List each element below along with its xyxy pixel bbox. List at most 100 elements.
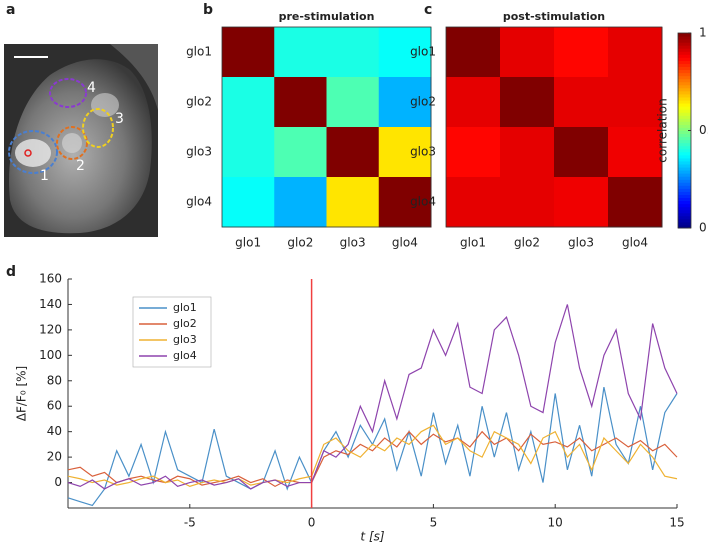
colorbar-step bbox=[678, 66, 691, 71]
heatmap-cell bbox=[446, 27, 501, 78]
colorbar-step bbox=[678, 75, 691, 80]
colorbar-step bbox=[678, 109, 691, 113]
y-tick-label: 160 bbox=[39, 272, 62, 286]
y-tick-label: 140 bbox=[39, 297, 62, 311]
heatmap-cell bbox=[608, 27, 663, 78]
colorbar-step bbox=[678, 206, 691, 211]
legend-label: glo3 bbox=[173, 333, 197, 346]
colorbar-step bbox=[678, 127, 691, 131]
colorbar-step bbox=[678, 188, 691, 192]
panel-label: d bbox=[6, 264, 16, 280]
colorbar-step bbox=[678, 130, 691, 135]
x-tick-label: glo2 bbox=[514, 236, 540, 250]
colorbar-step bbox=[678, 87, 691, 92]
colorbar-step bbox=[678, 33, 691, 37]
heatmap-cell bbox=[500, 27, 555, 78]
y-tick-label: 100 bbox=[39, 348, 62, 362]
y-tick-label: 120 bbox=[39, 322, 62, 336]
heatmap-cell bbox=[378, 127, 432, 178]
heatmap-title: post-stimulation bbox=[503, 10, 605, 23]
series-line bbox=[67, 304, 678, 490]
roi-label: 3 bbox=[115, 111, 124, 127]
heatmap-frame bbox=[221, 26, 432, 228]
colorbar-step bbox=[678, 57, 691, 61]
y-tick-label: glo1 bbox=[186, 45, 212, 59]
panel-label: b bbox=[203, 2, 213, 18]
colorbar-step bbox=[678, 164, 691, 168]
heatmap-cell bbox=[554, 77, 609, 128]
y-tick-label: glo4 bbox=[410, 195, 436, 209]
x-tick-label: glo1 bbox=[460, 236, 486, 250]
roi-label: 4 bbox=[87, 80, 96, 96]
heatmap-cell bbox=[222, 77, 275, 128]
heatmap-cell bbox=[222, 177, 275, 228]
colorbar-step bbox=[678, 112, 691, 116]
y-tick-label: 0 bbox=[54, 475, 62, 489]
colorbar-step bbox=[678, 45, 691, 49]
colorbar-step bbox=[678, 173, 691, 177]
y-tick-label: glo2 bbox=[410, 95, 436, 109]
colorbar-step bbox=[678, 84, 691, 89]
x-tick-label: glo4 bbox=[392, 236, 418, 250]
colorbar-step bbox=[678, 142, 691, 147]
roi-label: 2 bbox=[76, 158, 85, 174]
y-tick-label: glo3 bbox=[410, 145, 436, 159]
x-tick-label: 15 bbox=[669, 516, 684, 530]
x-tick-label: 10 bbox=[548, 516, 563, 530]
colorbar-step bbox=[678, 72, 691, 77]
colorbar-step bbox=[678, 185, 691, 189]
y-tick-label: glo4 bbox=[186, 195, 212, 209]
heatmap-cell bbox=[446, 177, 501, 228]
series-line bbox=[67, 424, 678, 488]
colorbar-step bbox=[678, 157, 691, 162]
colorbar-step bbox=[678, 42, 691, 46]
colorbar-step bbox=[678, 151, 691, 156]
roi-label: 1 bbox=[40, 168, 49, 184]
colorbar-step bbox=[678, 224, 691, 229]
heatmap-cell bbox=[326, 77, 380, 128]
y-axis-label: ΔF/F₀ [%] bbox=[15, 366, 29, 421]
colorbar-step bbox=[678, 215, 691, 220]
colorbar-step bbox=[678, 63, 691, 68]
legend-label: glo4 bbox=[173, 349, 197, 362]
colorbar-step bbox=[678, 60, 691, 64]
colorbar-step bbox=[678, 191, 691, 195]
colorbar-step bbox=[678, 100, 691, 104]
series-line bbox=[67, 387, 678, 507]
colorbar-step bbox=[678, 221, 691, 226]
colorbar-step bbox=[678, 212, 691, 217]
heatmap-cell bbox=[274, 177, 327, 228]
colorbar-step bbox=[678, 54, 691, 58]
colorbar-step bbox=[678, 179, 691, 183]
x-tick-label: glo4 bbox=[622, 236, 648, 250]
x-tick-label: -5 bbox=[184, 516, 196, 530]
micrograph: 1 2 3 4 bbox=[4, 44, 158, 237]
heatmap-cell bbox=[274, 27, 327, 78]
colorbar-step bbox=[678, 160, 691, 165]
colorbar-step bbox=[678, 133, 691, 138]
heatmap-cell bbox=[222, 27, 275, 78]
heatmap-cell bbox=[500, 77, 555, 128]
heatmap-cell bbox=[326, 27, 380, 78]
heatmap-cell bbox=[446, 77, 501, 128]
colorbar-step bbox=[678, 90, 691, 95]
colorbar-step bbox=[678, 139, 691, 144]
x-tick-label: glo1 bbox=[235, 236, 261, 250]
colorbar-step bbox=[678, 39, 691, 43]
colorbar-step bbox=[678, 148, 691, 153]
y-tick-label: 40 bbox=[47, 424, 62, 438]
x-axis-label: t [s] bbox=[360, 530, 384, 544]
heatmap-cell bbox=[326, 127, 380, 178]
colorbar-step bbox=[678, 203, 691, 208]
heatmap-cell bbox=[446, 127, 501, 178]
heatmap-title: pre-stimulation bbox=[279, 10, 375, 23]
colorbar-tick-label: 1 bbox=[699, 26, 707, 40]
heatmap-cell bbox=[554, 27, 609, 78]
heatmap-cell bbox=[378, 27, 432, 78]
colorbar-step bbox=[678, 167, 691, 171]
heatmap-cell bbox=[608, 77, 663, 128]
heatmap-cell bbox=[554, 177, 609, 228]
series-line bbox=[67, 430, 678, 488]
legend-label: glo2 bbox=[173, 317, 197, 330]
